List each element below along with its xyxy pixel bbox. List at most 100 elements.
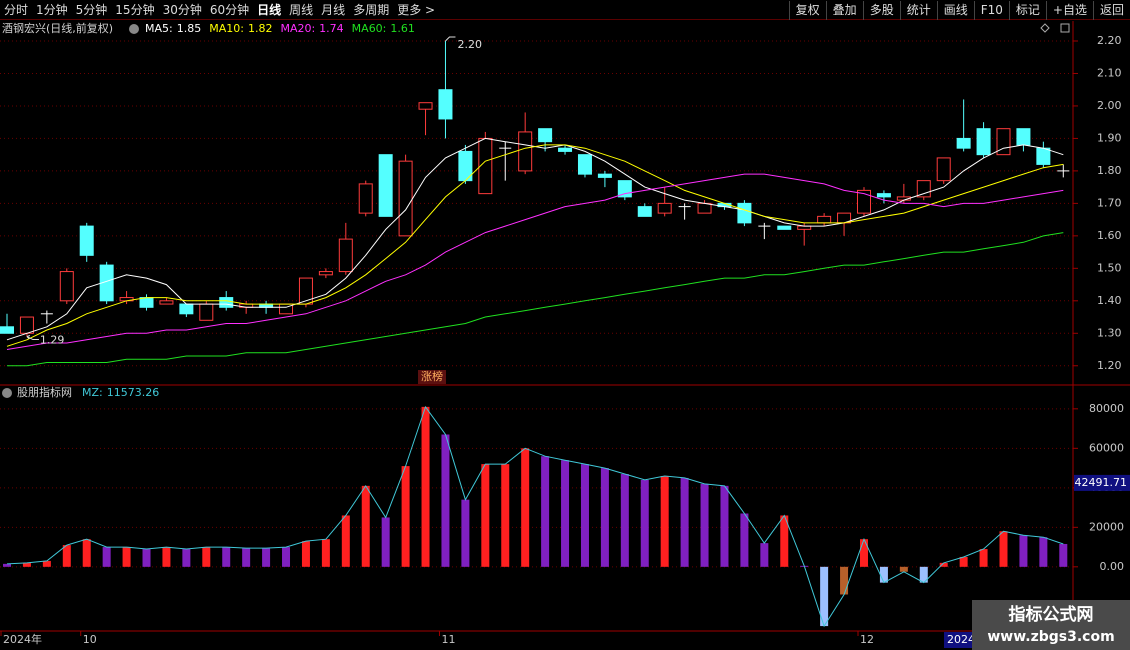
- bar: [939, 562, 948, 567]
- candle-body: [697, 202, 712, 214]
- bar: [341, 515, 350, 567]
- icon[interactable]: [2, 388, 12, 398]
- toolbar-button[interactable]: 月线: [321, 2, 346, 17]
- toolbar-button[interactable]: 多股: [862, 0, 900, 20]
- bar: [919, 566, 928, 583]
- bar: [660, 475, 669, 567]
- toolbar-button[interactable]: 日线: [257, 2, 282, 17]
- bar: [461, 499, 470, 567]
- y-tick-label: 1.20: [1097, 359, 1122, 372]
- candle-body: [558, 147, 573, 152]
- bar: [541, 456, 550, 567]
- ma-line: [7, 232, 1064, 367]
- candle-body: [777, 225, 792, 230]
- bar: [122, 547, 131, 567]
- watermark-box: [972, 600, 1130, 650]
- candle-body: [338, 238, 353, 273]
- toolbar-left: 分时 1分钟 5分钟 15分钟 30分钟 60分钟 日线 周线 月线 多周期 更多 >: [0, 0, 439, 20]
- candle-body: [1016, 128, 1031, 146]
- bar: [82, 539, 91, 567]
- toolbar-button[interactable]: 返回: [1092, 0, 1130, 20]
- y-tick-label: 1.30: [1097, 326, 1122, 339]
- bar: [580, 464, 589, 567]
- y-tick-label: 1.40: [1097, 294, 1122, 307]
- candle-body: [179, 303, 194, 315]
- toolbar-button[interactable]: 更多 >: [397, 2, 436, 17]
- bar: [879, 566, 888, 583]
- bar: [680, 477, 689, 567]
- legend-name: MA5:: [145, 22, 173, 35]
- candle-body: [438, 89, 453, 120]
- icon[interactable]: [1040, 23, 1050, 33]
- candle-body: [398, 160, 413, 237]
- legend-value: 11573.26: [107, 386, 160, 399]
- toolbar-button[interactable]: 多周期: [353, 2, 390, 17]
- candle-body: [657, 202, 672, 214]
- bar: [481, 464, 490, 567]
- legend: MZ: 11573.26: [82, 386, 159, 399]
- y-tick-label: 60000: [1089, 441, 1124, 454]
- legend-name: MZ:: [82, 386, 103, 399]
- toolbar-button[interactable]: F10: [973, 0, 1009, 20]
- legend: MA5: 1.85 MA10: 1.82 MA20: 1.74 MA60: 1.61: [145, 22, 415, 35]
- bar: [361, 485, 370, 567]
- legend-value: 1.74: [319, 22, 344, 35]
- y-tick-label: 1.60: [1097, 229, 1122, 242]
- x-tick-label: 11: [441, 633, 455, 646]
- toolbar-button[interactable]: 15分钟: [115, 2, 155, 17]
- bar: [1059, 543, 1068, 567]
- candle-body: [0, 326, 14, 334]
- candle-body: [518, 131, 533, 172]
- bar: [720, 485, 729, 567]
- cursor-date: 2024: [947, 633, 975, 646]
- bar: [979, 549, 988, 567]
- min-label: 1.29: [40, 334, 65, 347]
- candle-body: [876, 193, 891, 198]
- candle-body: [856, 189, 871, 214]
- candle-body: [139, 297, 154, 308]
- toolbar-button[interactable]: +自选: [1045, 0, 1093, 20]
- toolbar-button[interactable]: 1分钟: [36, 2, 68, 17]
- bar: [1019, 535, 1028, 567]
- y-tick-label: 20000: [1089, 520, 1124, 533]
- bar: [521, 448, 530, 567]
- bar: [22, 562, 31, 567]
- candle-body: [378, 154, 393, 217]
- toolbar-button[interactable]: 5分钟: [75, 2, 108, 17]
- icon[interactable]: [129, 24, 139, 34]
- y-tick-label: 2.00: [1097, 99, 1122, 112]
- marker-leader: [445, 36, 456, 42]
- bar: [162, 547, 171, 567]
- bar: [840, 566, 849, 595]
- toolbar-button[interactable]: 统计: [899, 0, 937, 20]
- x-tick-label: 2024年: [3, 632, 42, 646]
- toolbar-button[interactable]: 标记: [1008, 0, 1046, 20]
- bar: [501, 464, 510, 567]
- bar: [182, 549, 191, 567]
- bar: [262, 548, 271, 567]
- toolbar-button[interactable]: 画线: [936, 0, 974, 20]
- bar: [381, 517, 390, 567]
- candle-body: [79, 225, 94, 256]
- toolbar-button[interactable]: 复权: [788, 0, 826, 20]
- toolbar-button[interactable]: 周线: [289, 2, 314, 17]
- ma-line: [6, 173, 1064, 350]
- icon[interactable]: [1060, 23, 1070, 33]
- candle-body: [817, 215, 832, 224]
- bar: [441, 434, 450, 567]
- max-label: 2.20: [457, 38, 482, 51]
- candle-body: [758, 225, 771, 227]
- bar: [142, 549, 151, 567]
- toolbar-button[interactable]: 30分钟: [162, 2, 202, 17]
- bar: [222, 547, 231, 567]
- y-tick-label: 1.50: [1097, 261, 1122, 274]
- candle-body: [298, 277, 313, 305]
- candle-body: [956, 137, 971, 149]
- toolbar-button[interactable]: 分时: [4, 2, 29, 17]
- legend-name: MA20:: [280, 22, 315, 35]
- candle-body: [1036, 147, 1051, 165]
- toolbar-button[interactable]: 60分钟: [209, 2, 250, 17]
- toolbar-button[interactable]: 叠加: [825, 0, 863, 20]
- candle-body: [1057, 170, 1070, 172]
